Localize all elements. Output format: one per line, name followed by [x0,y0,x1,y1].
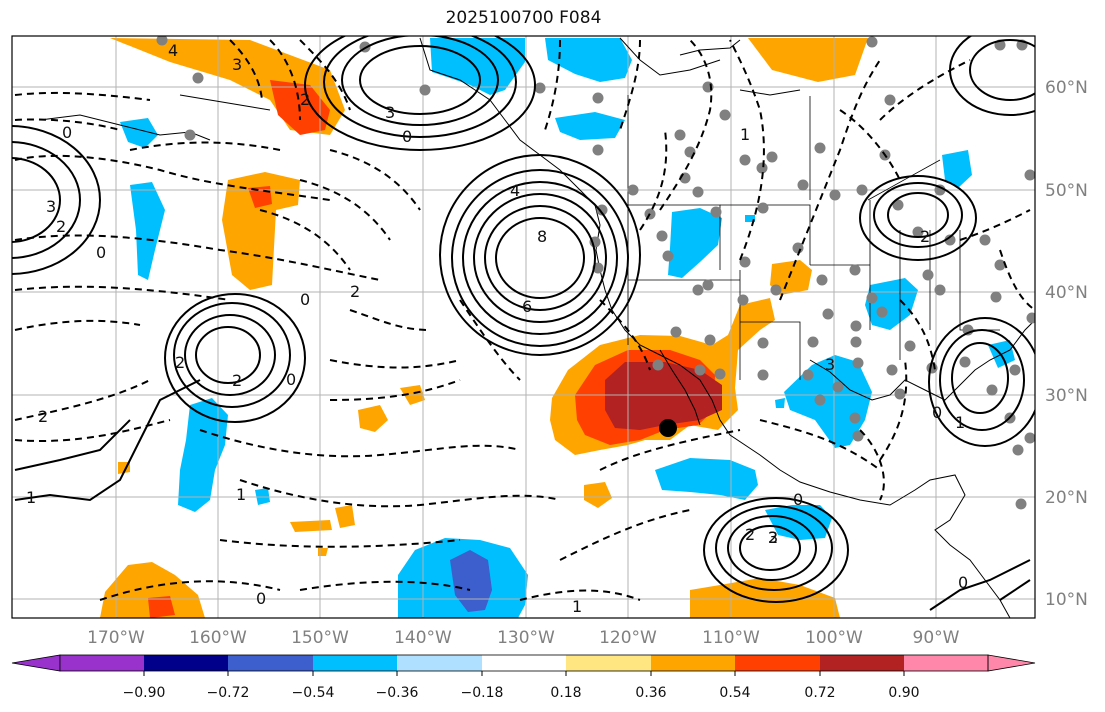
contour-label: 2 [350,282,360,301]
contour-lines-dashed [14,39,1035,601]
contour-label: 2 [56,217,66,236]
contour-lines [12,36,1035,611]
contour-label: 0 [793,490,803,509]
colorbar-min-extension [11,654,61,672]
contour-label: 6 [522,297,532,316]
contour-label: 1 [740,125,750,144]
lat-tick-label: 50°N [1045,181,1088,201]
contour-label: 0 [932,403,942,422]
colorbar-tick-label: 0.72 [804,685,835,701]
colorbar-max-extension [987,654,1036,672]
colorbar-segment [228,655,313,671]
contour-label: 3 [825,355,835,374]
colorbar-segment [313,655,397,671]
colorbar-segment [904,655,988,671]
longitude-labels: 170°W 160°W 150°W 140°W 130°W 120°W 110°… [87,628,960,648]
map-frame [11,35,1036,619]
contour-label: 1 [26,488,36,507]
contour-label: 0 [958,573,968,592]
colorbar-segment [144,655,228,671]
contour-label: 2 [745,525,755,544]
colorbar-tick-label: −0.36 [376,685,419,701]
colorbar-segment [651,655,735,671]
colorbar-tick-label: −0.72 [207,685,250,701]
lon-tick-label: 170°W [87,628,145,648]
colorbar-tick-label: −0.18 [461,685,504,701]
contour-label: 3 [232,55,242,74]
contour-label: 2 [232,371,242,390]
colorbar-segment [820,655,904,671]
lat-tick-label: 60°N [1045,78,1088,98]
contour-label: 3 [768,528,778,547]
lon-tick-label: 100°W [805,628,863,648]
lat-tick-label: 10°N [1045,590,1088,610]
contour-label: 2 [300,90,310,109]
lon-tick-label: 160°W [189,628,247,648]
colorbar-segment [482,655,566,671]
contour-label: 1 [236,485,246,504]
lat-tick-label: 40°N [1045,283,1088,303]
colorbar-tick-label: 0.36 [635,685,666,701]
colorbar-tick-label: −0.54 [292,685,335,701]
contour-label: 0 [96,243,106,262]
lon-tick-label: 90°W [913,628,960,648]
colorbar-segment [735,655,820,671]
contour-label: 0 [402,127,412,146]
contour-label: 2 [38,407,48,426]
contour-labels: 4 3 2 0 8 6 2 0 0 2 2 1 1 0 2 0 3 0 1 2 … [26,41,968,616]
contour-label: 2 [768,528,778,547]
target-location-marker [659,419,677,437]
contour-label: 2 [920,227,930,246]
colorbar-segment [566,655,651,671]
lon-tick-label: 120°W [599,628,657,648]
latitude-labels: 60°N 50°N 40°N 30°N 20°N 10°N [1045,78,1088,610]
contour-label: 3 [385,103,395,122]
contour-label: 3 [46,197,56,216]
contour-label: 4 [510,181,520,200]
colorbar-segment [60,655,144,671]
lon-tick-label: 130°W [497,628,555,648]
colorbar-tick-label: 0.18 [550,685,581,701]
contour-label: 1 [572,597,582,616]
colorbar-tick-label: 0.54 [719,685,750,701]
lon-tick-label: 140°W [394,628,452,648]
lat-tick-label: 30°N [1045,386,1088,406]
lon-tick-label: 150°W [291,628,349,648]
contour-label: 0 [62,123,72,142]
contour-label: 0 [286,370,296,389]
contour-label: 0 [256,589,266,608]
contour-label: 0 [300,290,310,309]
contour-label: 8 [537,227,547,246]
map-title: 2025100700 F084 [445,8,602,28]
contour-label: 1 [955,413,965,432]
lat-tick-label: 20°N [1045,488,1088,508]
colorbar-tick-label: 0.90 [888,685,919,701]
station-markers [156,36,1035,510]
colorbar-tick-label: −0.90 [123,685,166,701]
cold-anomaly-regions [120,38,1015,618]
contour-label: 2 [175,353,185,372]
contour-label: 4 [168,41,178,60]
lon-tick-label: 110°W [702,628,760,648]
colorbar-segment [397,655,482,671]
colorbar: −0.90 −0.72 −0.54 −0.36 −0.18 0.18 0.36 … [11,654,1036,701]
